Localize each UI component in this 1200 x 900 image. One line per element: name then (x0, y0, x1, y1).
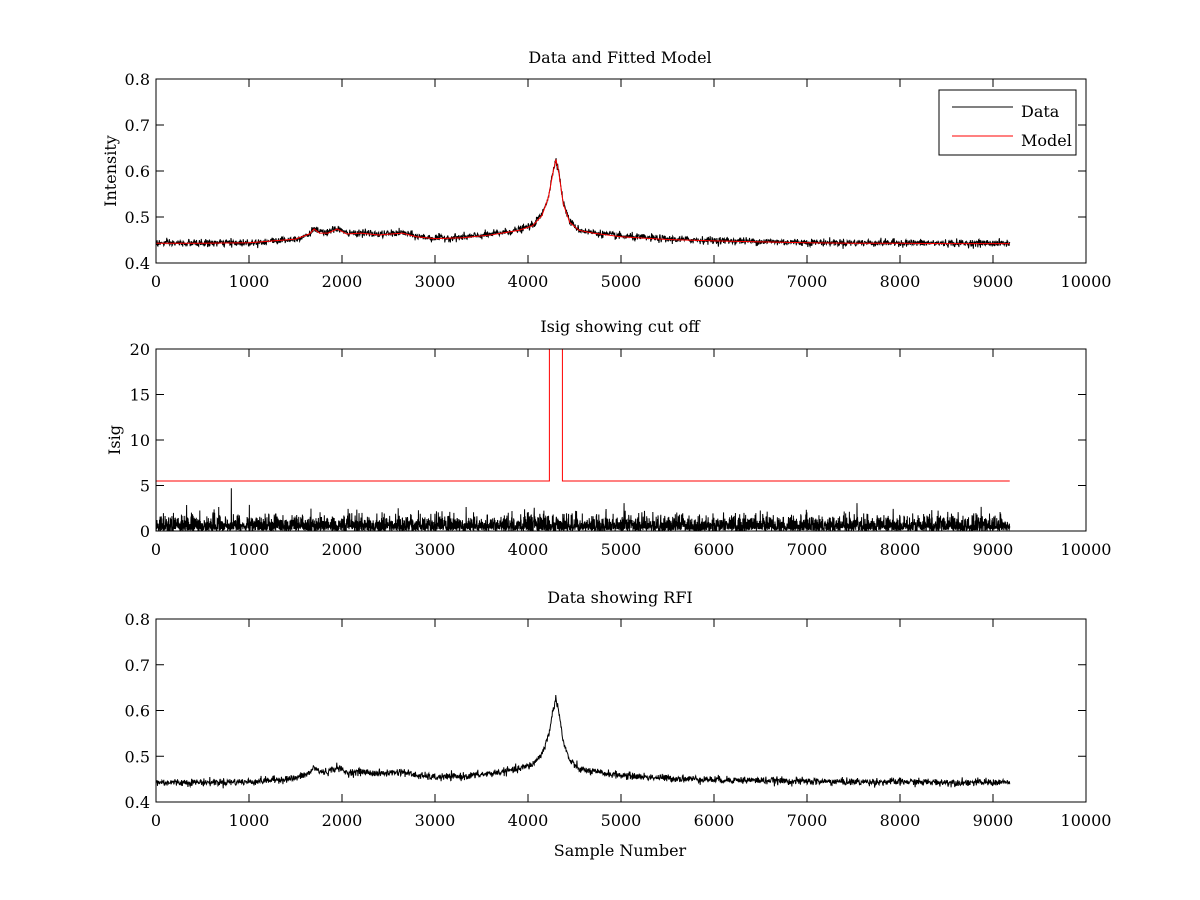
x-tick-label: 0 (151, 811, 161, 830)
y-tick-label: 0 (140, 522, 150, 541)
x-tick-label: 3000 (415, 540, 456, 559)
legend-model-label: Model (1021, 131, 1072, 150)
panel-2-ylabel: Isig (105, 425, 124, 455)
panel-2-title: Isig showing cut off (540, 317, 701, 336)
panel-2-x-ticks: 0 1000 2000 3000 4000 5000 6000 7000 8000 9000 100… (151, 349, 1112, 559)
x-tick-label: 8000 (880, 272, 921, 291)
x-tick-label: 1000 (229, 811, 270, 830)
series-line-data (156, 158, 1011, 249)
panel-1-title: Data and Fitted Model (528, 48, 711, 67)
panel-2-axes-box (155, 348, 1087, 532)
x-tick-label: 2000 (322, 811, 363, 830)
y-tick-label: 0.8 (125, 610, 150, 629)
panel-1: Data and Fitted Model Intensity 0 1000 200… (101, 48, 1111, 291)
x-tick-label: 1000 (229, 540, 270, 559)
x-tick-label: 4000 (508, 272, 549, 291)
x-tick-label: 9000 (973, 811, 1014, 830)
panel-3-plot-area (156, 695, 1011, 789)
x-tick-label: 8000 (880, 811, 921, 830)
x-tick-label: 1000 (229, 272, 270, 291)
x-tick-label: 9000 (973, 272, 1014, 291)
panel-2-plot-area (156, 349, 1011, 531)
y-tick-label: 0.5 (125, 747, 150, 766)
x-tick-label: 4000 (508, 540, 549, 559)
legend-box (938, 89, 1077, 156)
x-tick-label: 6000 (694, 272, 735, 291)
y-tick-label: 0.7 (125, 116, 150, 135)
x-tick-label: 6000 (694, 811, 735, 830)
x-tick-label: 0 (151, 272, 161, 291)
x-tick-label: 7000 (787, 540, 828, 559)
x-tick-label: 0 (151, 540, 161, 559)
panel-3-xlabel: Sample Number (554, 841, 687, 860)
panel-1-x-ticks: 0 1000 2000 3000 4000 5000 6000 7000 8000 9000 100… (151, 79, 1112, 291)
y-tick-label: 0.4 (125, 254, 150, 273)
x-tick-label: 9000 (973, 540, 1014, 559)
y-tick-label: 0.7 (125, 656, 150, 675)
y-tick-label: 15 (130, 386, 150, 405)
x-tick-label: 8000 (880, 540, 921, 559)
y-tick-label: 0.4 (125, 793, 150, 812)
panel-3-axes-box (155, 618, 1087, 803)
x-tick-label: 10000 (1061, 811, 1112, 830)
y-tick-label: 0.5 (125, 208, 150, 227)
panel-3-x-ticks: 0 1000 2000 3000 4000 5000 6000 7000 8000 9000 100… (151, 619, 1112, 830)
y-tick-label: 0.6 (125, 702, 150, 721)
x-tick-label: 3000 (415, 811, 456, 830)
x-tick-label: 10000 (1061, 272, 1112, 291)
panel-2: Isig showing cut off Isig 0 1000 2000 3000 4… (105, 317, 1111, 559)
x-tick-label: 7000 (787, 811, 828, 830)
x-tick-label: 5000 (601, 811, 642, 830)
series-line-signal (156, 488, 1011, 531)
y-tick-label: 5 (140, 477, 150, 496)
x-tick-label: 4000 (508, 811, 549, 830)
panel-1-legend: Data Model (938, 89, 1077, 156)
panel-3-title: Data showing RFI (547, 588, 692, 607)
x-tick-label: 2000 (322, 272, 363, 291)
panel-1-plot-area (156, 158, 1011, 249)
x-tick-label: 5000 (601, 272, 642, 291)
series-line-signal (156, 695, 1011, 789)
x-tick-label: 6000 (694, 540, 735, 559)
x-tick-label: 10000 (1061, 540, 1112, 559)
x-tick-label: 3000 (415, 272, 456, 291)
y-tick-label: 0.6 (125, 162, 150, 181)
panel-3-y-ticks: 0.4 0.5 0.6 0.7 0.8 (125, 610, 1086, 812)
x-tick-label: 7000 (787, 272, 828, 291)
series-line-cutoff (156, 349, 1010, 482)
y-tick-label: 10 (130, 431, 150, 450)
panel-3: Data showing RFI 0 1000 2000 3000 4000 5000 60… (125, 588, 1112, 860)
panel-1-axes-box (155, 78, 1087, 264)
legend-data-label: Data (1021, 102, 1060, 121)
y-tick-label: 20 (130, 340, 150, 359)
x-tick-label: 2000 (322, 540, 363, 559)
y-tick-label: 0.8 (125, 70, 150, 89)
series-line-model (156, 159, 1010, 245)
panel-1-ylabel: Intensity (101, 135, 120, 207)
x-tick-label: 5000 (601, 540, 642, 559)
